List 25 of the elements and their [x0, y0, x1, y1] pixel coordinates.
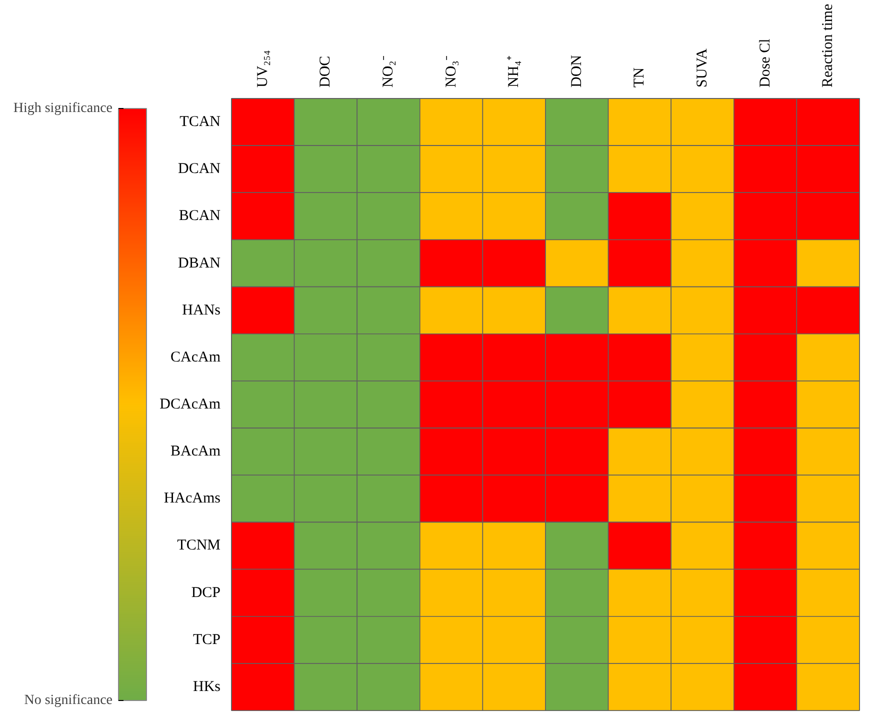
- y-tick-label: CAcAm: [170, 349, 221, 366]
- y-tick-label: TCNM: [177, 538, 221, 554]
- y-tick-label: HKs: [193, 678, 221, 695]
- y-tick-label: DCAN: [178, 161, 221, 178]
- x-tick-label: DOC: [318, 56, 334, 88]
- x-tick-label: NO₂⁻: [380, 56, 396, 88]
- y-tick-label: DBAN: [178, 255, 221, 272]
- y-tick-label: DCP: [191, 584, 221, 601]
- y-tick-label: HAcAms: [164, 490, 221, 507]
- x-tick-label: NO₃⁻: [443, 56, 460, 88]
- color-bar-label: High significance: [13, 101, 113, 116]
- y-tick-label: TCAN: [180, 114, 221, 130]
- x-tick-label: UV₂₅₄: [254, 50, 271, 88]
- x-tick-label: Reaction time: [820, 3, 836, 88]
- y-tick-label: BCAN: [178, 208, 221, 224]
- y-tick-label: HANs: [182, 302, 221, 318]
- x-tick-label: NH₄⁺: [506, 56, 522, 88]
- x-tick-label: SUVA: [694, 48, 710, 88]
- color-bar-label: No significance: [24, 693, 113, 708]
- x-tick-label: DON: [568, 54, 585, 88]
- y-tick-label: TCP: [192, 632, 221, 648]
- y-tick-label: DCAcAm: [160, 396, 221, 412]
- x-tick-label: TN: [632, 67, 648, 88]
- x-tick-label: Dose Cl: [757, 38, 774, 88]
- y-tick-label: BAcAm: [170, 444, 221, 460]
